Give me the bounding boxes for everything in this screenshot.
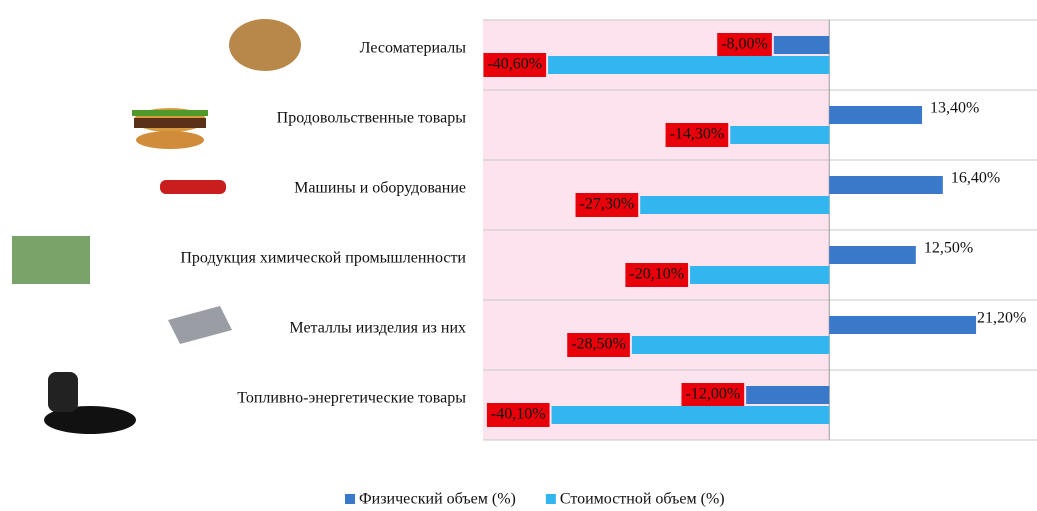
bar: [631, 336, 830, 354]
bar: [773, 36, 830, 54]
category-label: Машины и оборудование: [294, 180, 466, 197]
legend-label: Стоимостной объем (%): [560, 491, 725, 508]
value-label-group: -27,30%: [575, 193, 639, 217]
value-label: 21,20%: [977, 310, 1026, 327]
icons: [12, 19, 301, 434]
value-label-bg: [681, 383, 745, 407]
value-label-group: -8,00%: [717, 33, 772, 57]
bar: [730, 126, 830, 144]
bar: [829, 106, 923, 124]
value-label: -14,30%: [670, 126, 725, 143]
value-label-bg: [486, 403, 550, 427]
value-label-bg: [575, 193, 639, 217]
value-label: -12,00%: [685, 386, 740, 403]
value-label-group: -28,50%: [567, 333, 630, 357]
category-label: Металлы иизделия из них: [289, 320, 466, 337]
value-label-bg: [483, 53, 547, 77]
value-label: -27,30%: [580, 196, 635, 213]
value-label-bg: [717, 33, 772, 57]
value-label: -40,60%: [487, 56, 542, 73]
value-label: 13,40%: [930, 100, 979, 117]
value-label: -8,00%: [721, 36, 768, 53]
value-label: 16,40%: [951, 170, 1000, 187]
value-label: 12,50%: [924, 240, 973, 257]
value-label: -40,10%: [491, 406, 546, 423]
value-label-bg: [567, 333, 630, 357]
category-label: Продукция химической промышленности: [180, 250, 466, 267]
legend-swatch: [345, 494, 355, 504]
bar: [551, 406, 830, 424]
value-label: -28,50%: [571, 336, 626, 353]
value-label-group: -40,10%: [486, 403, 550, 427]
category-label: Топливно-энергетические товары: [237, 390, 466, 407]
value-label-group: -14,30%: [665, 123, 729, 147]
bar: [829, 316, 977, 334]
value-label: -20,10%: [629, 266, 684, 283]
category-label: Лесоматериалы: [360, 40, 467, 57]
value-label-group: -12,00%: [681, 383, 745, 407]
bar: [690, 266, 830, 284]
value-label-group: -40,60%: [483, 53, 547, 77]
value-label-bg: [625, 263, 689, 287]
bar: [548, 56, 830, 74]
bar: [829, 176, 943, 194]
value-label-group: -20,10%: [625, 263, 689, 287]
legend-label: Физический объем (%): [359, 491, 516, 508]
category-label: Продовольственные товары: [277, 110, 467, 127]
legend-swatch: [545, 494, 556, 504]
value-label-bg: [665, 123, 729, 147]
bar: [746, 386, 830, 404]
bar: [829, 246, 916, 264]
bar: [640, 196, 830, 214]
